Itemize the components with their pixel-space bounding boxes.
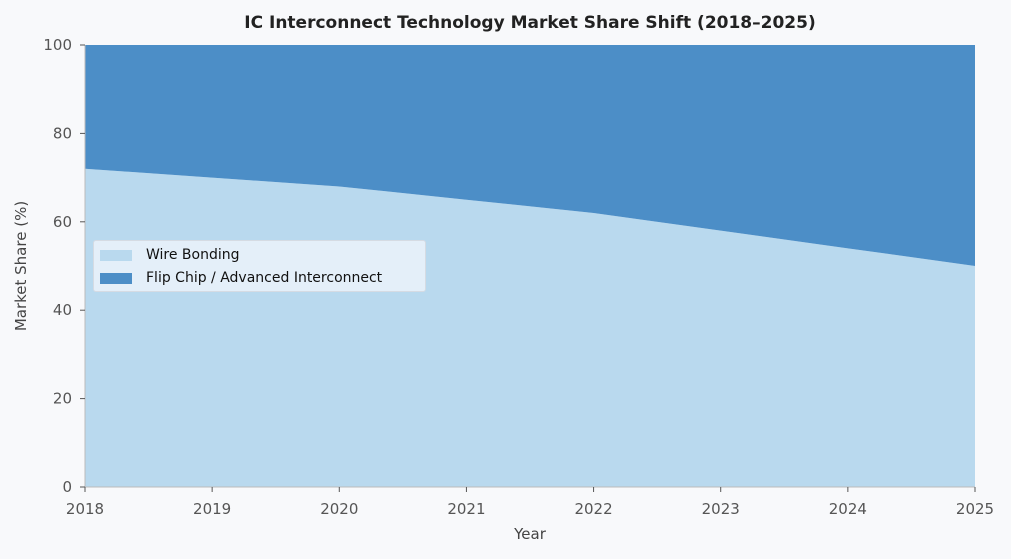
- x-tick-label: 2020: [320, 500, 358, 518]
- legend-swatch: [100, 272, 132, 284]
- x-axis-label: Year: [513, 525, 547, 543]
- y-axis-label: Market Share (%): [12, 201, 30, 331]
- legend-label: Wire Bonding: [146, 247, 240, 263]
- legend-swatch: [100, 249, 132, 261]
- x-tick-label: 2023: [702, 500, 740, 518]
- y-tick-label: 80: [53, 124, 72, 142]
- y-tick-label: 0: [62, 478, 72, 496]
- x-tick-label: 2018: [66, 500, 104, 518]
- y-tick-label: 100: [43, 36, 72, 54]
- x-tick-label: 2024: [829, 500, 867, 518]
- y-tick-label: 20: [53, 390, 72, 408]
- area-series-1: [85, 45, 975, 266]
- x-tick-label: 2019: [193, 500, 231, 518]
- legend-item-flip-chip: Flip Chip / Advanced Interconnect: [100, 270, 382, 286]
- legend: Wire Bonding Flip Chip / Advanced Interc…: [93, 240, 426, 292]
- legend-item-wire-bonding: Wire Bonding: [100, 247, 240, 263]
- x-tick-label: 2022: [574, 500, 612, 518]
- x-tick-label: 2025: [956, 500, 994, 518]
- legend-label: Flip Chip / Advanced Interconnect: [146, 270, 383, 286]
- chart-title: IC Interconnect Technology Market Share …: [244, 13, 815, 33]
- x-tick-label: 2021: [447, 500, 485, 518]
- y-tick-label: 60: [53, 213, 72, 231]
- y-tick-label: 40: [53, 301, 72, 319]
